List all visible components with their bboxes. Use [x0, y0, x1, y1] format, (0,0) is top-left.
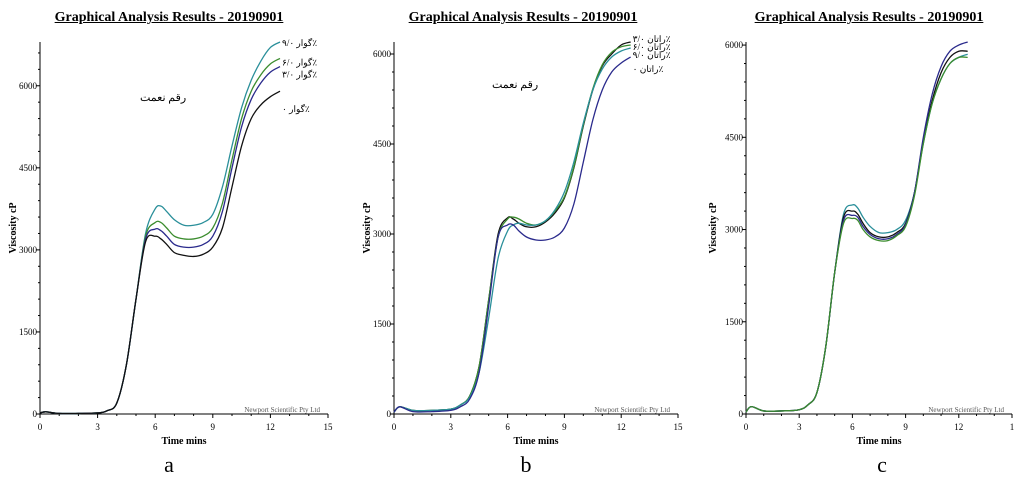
y-axis-label: Viscosity cP	[362, 202, 373, 253]
x-tick-label: 15	[674, 422, 684, 432]
series-line	[393, 44, 631, 413]
y-tick-label: 4500	[19, 163, 38, 173]
y-tick-label: 0	[33, 409, 38, 419]
series-label: گوار ۳/۰٪	[282, 69, 317, 81]
x-tick-label: 0	[38, 422, 43, 432]
x-tick-label: 12	[617, 422, 626, 432]
x-tick-label: 15	[324, 422, 334, 432]
series-label: راتان ۹/۰٪	[633, 50, 671, 61]
chart-title: Graphical Analysis Results - 20190901	[754, 10, 984, 25]
series-line	[745, 53, 968, 413]
series-line	[393, 41, 631, 413]
series-label: راتان ۳/۰٪	[633, 34, 671, 45]
series-label: راتان ۰٪	[633, 64, 664, 75]
x-tick-label: 12	[266, 422, 275, 432]
y-tick-label: 1500	[19, 327, 38, 337]
x-tick-label: 6	[850, 422, 855, 432]
x-tick-label: 0	[744, 422, 749, 432]
watermark-text: Newport Scientific Pty Ltd	[594, 406, 670, 414]
chart-title: Graphical Analysis Results - 20190901	[408, 10, 638, 25]
x-tick-label: 1	[1010, 422, 1015, 432]
x-tick-label: 9	[903, 422, 908, 432]
series-line	[39, 90, 281, 415]
x-tick-label: 9	[562, 422, 567, 432]
chart-annotation: رقم نعمت	[492, 79, 538, 91]
x-tick-label: 0	[392, 422, 397, 432]
x-tick-label: 12	[954, 422, 963, 432]
y-tick-label: 0	[739, 409, 744, 419]
y-axis-label: Viscosity cP	[708, 202, 719, 253]
chart-title: Graphical Analysis Results - 20190901	[54, 10, 284, 25]
chart-annotation: رقم نعمت	[140, 92, 186, 104]
x-axis-label: Time mins	[161, 436, 206, 447]
y-tick-label: 4500	[725, 132, 744, 142]
line-chart-b: 0 3 6 9 12 15 0 1500 3000 4500 6000 Time mins Viscos…	[362, 34, 684, 447]
x-tick-label: 3	[797, 422, 802, 432]
panel-label: c	[877, 452, 887, 477]
series-label: راتان ۶/۰٪	[633, 42, 671, 53]
series-line	[39, 66, 281, 415]
x-axis-label: Time mins	[856, 436, 901, 447]
line-chart-a: 0 3 6 9 12 15 0 1500 3000 4500 6000 Time mins Viscos…	[8, 37, 334, 447]
panel-label: a	[164, 452, 174, 477]
series-line	[39, 57, 281, 415]
y-tick-label: 3000	[19, 245, 38, 255]
series-line	[745, 50, 968, 413]
series-line	[745, 56, 968, 413]
y-tick-label: 6000	[19, 81, 38, 91]
series-label: گوار ۶/۰٪	[282, 56, 317, 68]
series-label: گوار ۰٪	[282, 103, 310, 115]
y-tick-label: 3000	[373, 229, 392, 239]
chart-panel-c: Graphical Analysis Results - 20190901 0 3…	[700, 0, 1016, 477]
x-tick-label: 3	[449, 422, 454, 432]
series-line	[393, 47, 631, 413]
chart-panel-a: Graphical Analysis Results - 20190901 0 3…	[0, 0, 338, 477]
y-tick-label: 6000	[725, 40, 744, 50]
line-chart-c: 0 3 6 9 12 1 0 1500 3000 4500 6000 Time mins Viscosi…	[708, 40, 1015, 447]
panel-label: b	[520, 452, 532, 477]
y-tick-label: 0	[387, 409, 392, 419]
y-tick-label: 4500	[373, 139, 392, 149]
chart-panel-b: Graphical Analysis Results - 20190901 0 3…	[354, 0, 692, 477]
y-tick-label: 3000	[725, 225, 744, 235]
x-tick-label: 3	[95, 422, 100, 432]
x-tick-label: 6	[505, 422, 510, 432]
series-label: گوار ۹/۰٪	[282, 37, 317, 49]
y-tick-label: 6000	[373, 49, 392, 59]
x-tick-label: 9	[211, 422, 216, 432]
series-line	[393, 56, 632, 413]
y-tick-label: 1500	[725, 317, 744, 327]
watermark-text: Newport Scientific Pty Ltd	[244, 406, 320, 414]
x-tick-label: 6	[153, 422, 158, 432]
watermark-text: Newport Scientific Pty Ltd	[928, 406, 1004, 414]
x-axis-label: Time mins	[513, 436, 558, 447]
y-tick-label: 1500	[373, 319, 392, 329]
y-axis-label: Viscosity cP	[8, 202, 19, 253]
